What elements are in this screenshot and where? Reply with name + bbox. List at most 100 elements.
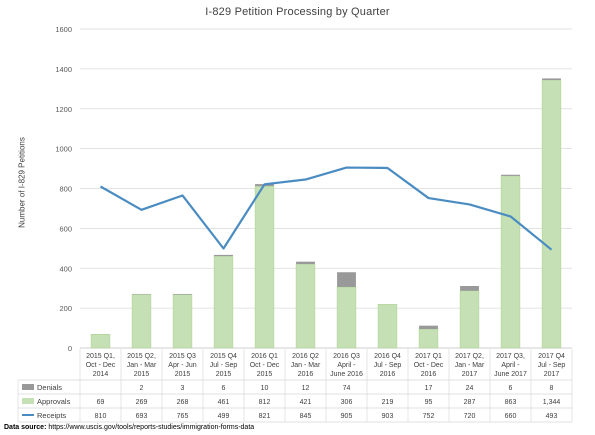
x-tick-label: 2017 Q3, xyxy=(496,353,525,360)
data-label: 821 xyxy=(259,413,271,420)
y-tick-label: 1200 xyxy=(55,105,72,114)
denials-bar xyxy=(542,78,561,81)
legend-label: Receipts xyxy=(37,411,66,420)
data-label: 421 xyxy=(300,399,312,406)
x-tick-label: 2014 xyxy=(93,371,109,378)
data-label: 845 xyxy=(300,413,312,420)
denials-bar xyxy=(419,325,438,330)
denials-bar xyxy=(296,261,315,265)
data-label: 493 xyxy=(546,413,558,420)
x-tick-label: 2016 Q2 xyxy=(292,353,319,360)
data-label: 8 xyxy=(550,385,554,392)
x-tick-label: 2016 xyxy=(380,371,396,378)
data-label: 6 xyxy=(222,385,226,392)
x-tick-label: Jan - Mar xyxy=(455,362,485,369)
legend-key-approvals xyxy=(22,398,34,404)
x-tick-label: 2016 Q3 xyxy=(333,353,360,360)
denials-bar xyxy=(501,174,520,176)
data-label: 765 xyxy=(177,413,189,420)
data-label: 268 xyxy=(177,399,189,406)
x-tick-label: 2017 xyxy=(544,371,560,378)
approvals-bar xyxy=(131,294,152,349)
approvals-bar xyxy=(90,333,111,349)
data-label: 752 xyxy=(423,413,435,420)
x-tick-label: 2015 Q1, xyxy=(86,353,115,360)
x-tick-label: Jan - Mar xyxy=(291,362,321,369)
x-tick-label: Oct - Dec xyxy=(250,362,280,369)
y-tick-label: 1400 xyxy=(55,65,72,74)
approvals-bar xyxy=(418,328,439,349)
data-label: 720 xyxy=(464,413,476,420)
legend-label: Approvals xyxy=(37,397,71,406)
y-tick-label: 0 xyxy=(68,344,72,353)
data-label: 3 xyxy=(181,385,185,392)
data-label: 17 xyxy=(425,385,433,392)
x-tick-label: 2016 xyxy=(421,371,437,378)
x-tick-label: 2015 xyxy=(134,371,150,378)
data-label: 10 xyxy=(261,385,269,392)
x-tick-label: 2016 Q1 xyxy=(251,353,278,360)
approvals-bar xyxy=(459,290,480,349)
approvals-bar xyxy=(377,304,398,349)
x-tick-label: 2017 Q2, xyxy=(455,353,484,360)
data-label: 24 xyxy=(466,385,474,392)
x-tick-label: Jul - Sep xyxy=(210,362,238,369)
data-label: 74 xyxy=(343,385,351,392)
data-label: 95 xyxy=(425,399,433,406)
data-label: 69 xyxy=(97,399,105,406)
y-tick-label: 1000 xyxy=(55,145,72,154)
data-label: 1,344 xyxy=(543,399,561,406)
x-tick-label: 2017 Q4 xyxy=(538,353,565,360)
x-tick-label: 2016 xyxy=(298,371,314,378)
x-tick-label: Jan - Mar xyxy=(127,362,157,369)
x-tick-label: Oct - Dec xyxy=(414,362,444,369)
approvals-bar xyxy=(336,286,357,349)
x-tick-label: Apr - Jun xyxy=(168,362,197,369)
data-label: 660 xyxy=(505,413,517,420)
source-url: https://www.uscis.gov/tools/reports-stud… xyxy=(48,424,255,431)
data-label: 693 xyxy=(136,413,148,420)
denials-bar xyxy=(214,254,233,257)
denials-bar xyxy=(337,272,356,287)
approvals-bar xyxy=(213,255,234,349)
y-tick-label: 600 xyxy=(59,224,72,233)
x-tick-label: 2017 Q1 xyxy=(415,353,442,360)
x-tick-label: June 2016 xyxy=(330,371,363,378)
data-label: 306 xyxy=(341,399,353,406)
x-tick-label: Jul - Sep xyxy=(374,362,402,369)
approvals-bar xyxy=(500,175,521,349)
x-tick-label: 2015 Q3 xyxy=(169,353,196,360)
data-label: 499 xyxy=(218,413,230,420)
x-tick-label: April - xyxy=(337,362,356,369)
x-tick-label: April - xyxy=(501,362,520,369)
data-label: 287 xyxy=(464,399,476,406)
approvals-bar xyxy=(295,263,316,349)
x-tick-label: Jul - Sep xyxy=(538,362,566,369)
source-note: Data source: https://www.uscis.gov/tools… xyxy=(4,424,254,431)
approvals-bar xyxy=(254,185,275,349)
x-tick-label: 2015 xyxy=(257,371,273,378)
x-tick-label: 2015 xyxy=(216,371,232,378)
approvals-bar xyxy=(541,79,562,349)
chart-title: I-829 Petition Processing by Quarter xyxy=(205,6,390,18)
denials-bar xyxy=(173,293,192,295)
y-tick-label: 400 xyxy=(59,264,72,273)
x-tick-label: 2015 xyxy=(175,371,191,378)
data-label: 219 xyxy=(382,399,394,406)
data-label: 812 xyxy=(259,399,271,406)
data-label: 269 xyxy=(136,399,148,406)
data-label: 12 xyxy=(302,385,310,392)
approvals-bar xyxy=(172,294,193,349)
x-tick-label: 2015 Q2, xyxy=(127,353,156,360)
y-tick-label: 200 xyxy=(59,304,72,313)
x-tick-label: Oct - Dec xyxy=(86,362,116,369)
legend-label: Denials xyxy=(37,383,62,392)
data-label: 6 xyxy=(509,385,513,392)
data-label: 461 xyxy=(218,399,230,406)
x-tick-label: 2017 xyxy=(462,371,478,378)
data-label: 810 xyxy=(95,413,107,420)
y-tick-label: 1600 xyxy=(55,25,72,34)
data-label: 903 xyxy=(382,413,394,420)
